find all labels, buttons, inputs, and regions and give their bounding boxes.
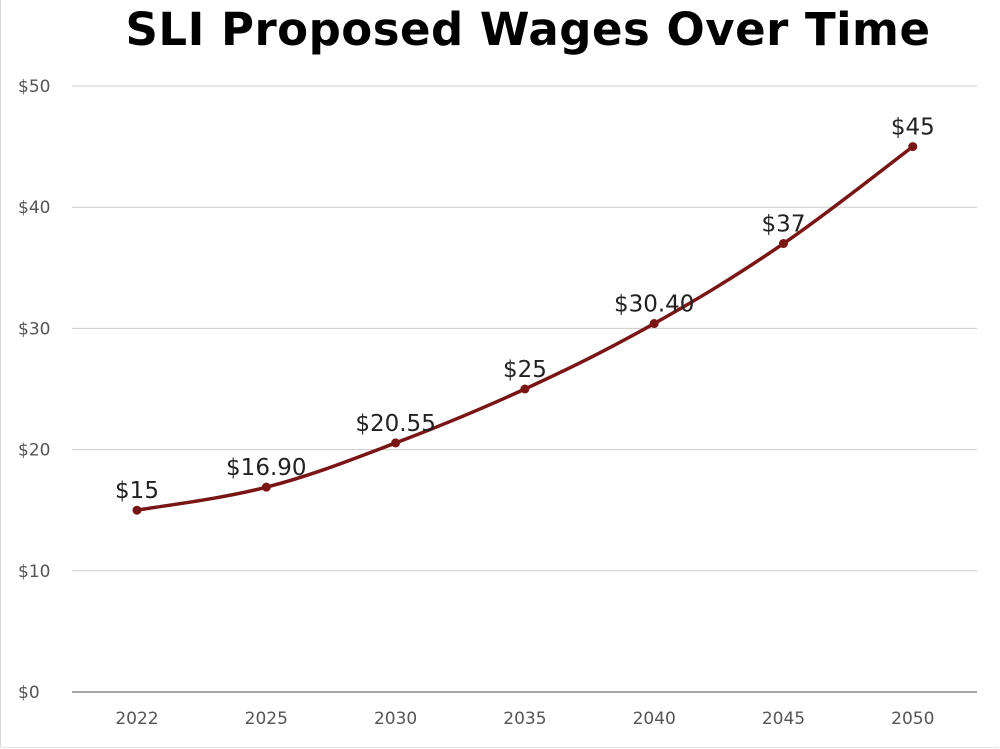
data-label: $37 — [762, 212, 806, 238]
x-axis-ticks: 2022 2025 2030 2035 2040 2045 2050 — [115, 709, 934, 729]
data-label: $30.40 — [614, 292, 694, 318]
data-point — [779, 239, 788, 249]
data-label: $20.55 — [355, 411, 435, 437]
data-label: $45 — [891, 115, 935, 141]
x-tick-label: 2040 — [633, 709, 676, 729]
x-tick-label: 2030 — [374, 709, 417, 729]
y-tick-label: $30 — [18, 319, 50, 339]
data-point — [261, 482, 271, 492]
y-axis-ticks: $0 $10 $20 $30 $40 $50 — [18, 77, 50, 703]
data-point — [908, 142, 918, 152]
data-label: $16.90 — [226, 455, 306, 481]
x-tick-label: 2022 — [115, 709, 158, 729]
x-tick-label: 2025 — [245, 709, 288, 729]
data-point — [649, 319, 659, 329]
data-label: $15 — [115, 478, 159, 504]
chart-title: SLI Proposed Wages Over Time — [125, 3, 931, 56]
series-wages — [132, 142, 918, 515]
x-tick-label: 2035 — [503, 709, 546, 729]
y-tick-label: $20 — [18, 441, 50, 461]
data-point — [520, 384, 530, 394]
y-tick-label: $50 — [18, 77, 50, 97]
data-labels: $15 $16.90 $20.55 $25 $30.40 $37 $45 — [115, 115, 935, 505]
y-tick-label: $10 — [18, 562, 50, 582]
x-tick-label: 2045 — [762, 709, 805, 729]
x-tick-label: 2050 — [891, 709, 934, 729]
y-tick-label: $0 — [18, 683, 40, 703]
grid-lines — [72, 85, 977, 693]
y-tick-label: $40 — [18, 198, 50, 218]
data-label: $25 — [503, 357, 547, 383]
data-point — [132, 505, 142, 515]
data-point — [391, 438, 401, 448]
